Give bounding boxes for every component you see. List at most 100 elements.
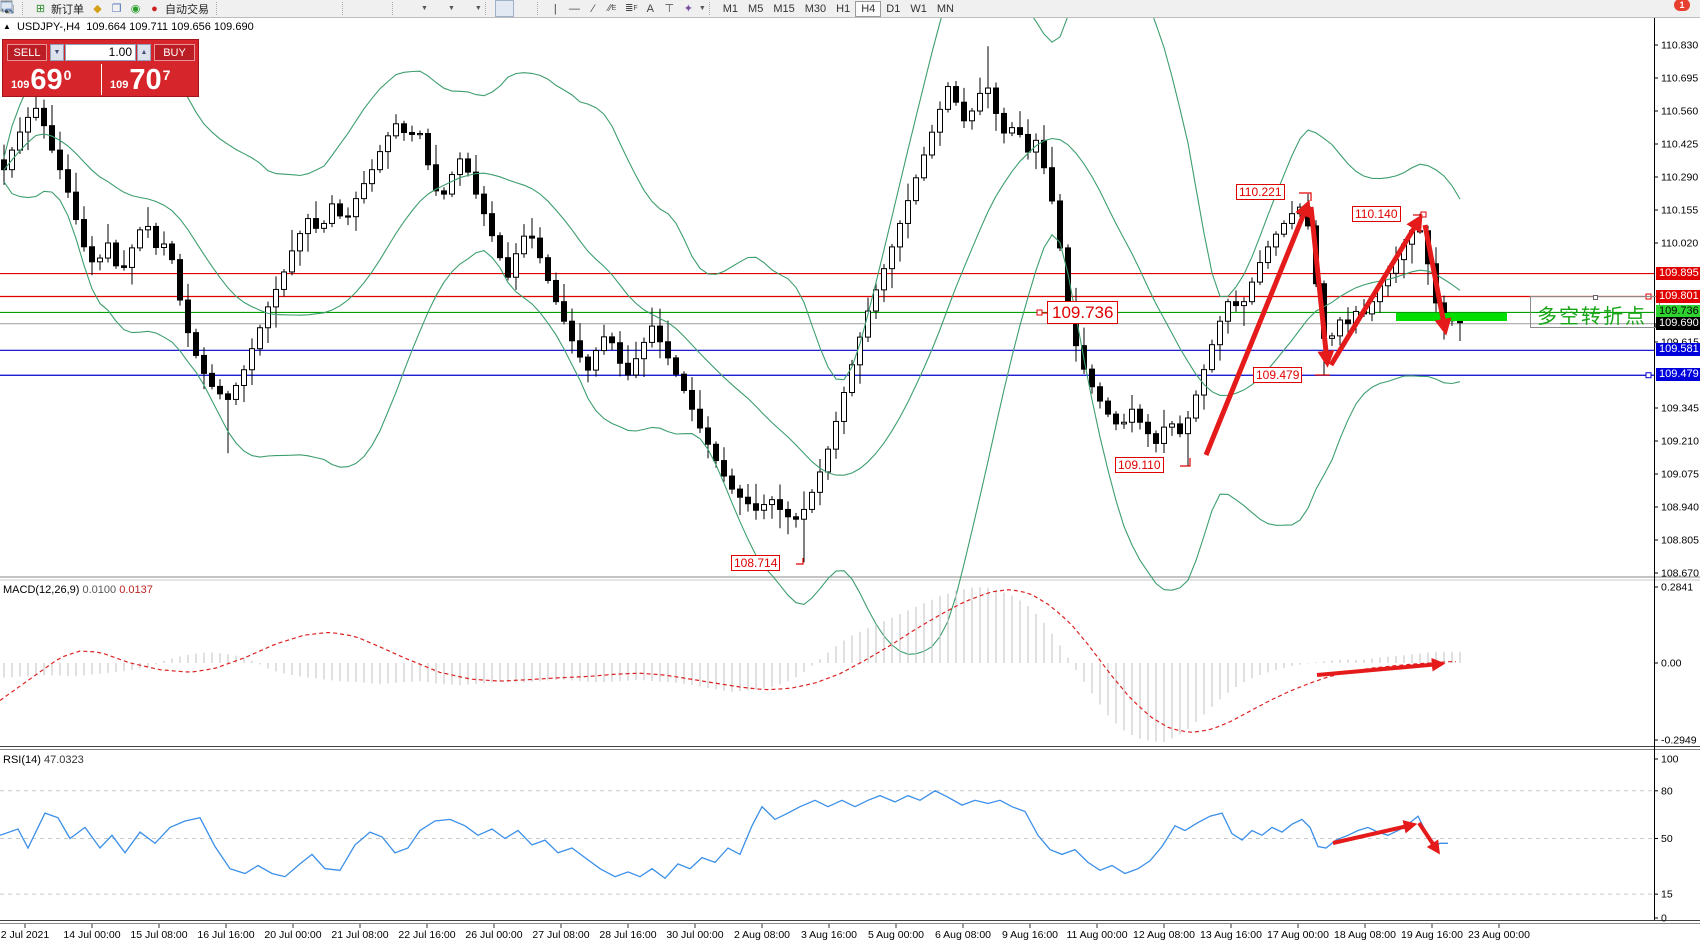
trend-arrow[interactable] — [1308, 206, 1335, 368]
turning-point-bar[interactable] — [1396, 313, 1507, 321]
tf-M15[interactable]: M15 — [773, 2, 795, 15]
candle-body — [745, 496, 751, 505]
volume-decrease-button[interactable]: ▼ — [50, 44, 64, 61]
candle-body — [1273, 233, 1279, 248]
autotrade-label[interactable]: 自动交易 — [165, 3, 209, 16]
candle-body — [465, 158, 471, 173]
price-annotation[interactable]: 109.479 — [1253, 367, 1303, 383]
equidistant-channel-icon[interactable]: ∕∕ E — [608, 3, 617, 14]
candle-body — [913, 177, 919, 202]
price-axis-label: 109.210 — [1661, 435, 1699, 447]
candle-body — [33, 107, 39, 118]
toolbar-separator — [392, 2, 398, 15]
tf-M30[interactable]: M30 — [804, 2, 827, 15]
candle-body — [457, 158, 463, 176]
ask-price-pip: 7 — [162, 67, 171, 83]
price-annotation[interactable]: 110.140 — [1352, 206, 1401, 222]
tf-H4[interactable]: H4 — [855, 0, 882, 17]
new-order-label[interactable]: 新订单 — [51, 3, 84, 16]
tf-M1[interactable]: M1 — [722, 2, 739, 15]
collapse-panel-icon[interactable]: ▲ — [3, 22, 11, 31]
candle-body — [1233, 301, 1239, 307]
candle-body — [201, 354, 207, 374]
charts-icon[interactable]: ❐ — [111, 3, 122, 15]
candle-body — [809, 491, 815, 510]
tf-M5[interactable]: M5 — [748, 2, 764, 15]
tf-MN[interactable]: MN — [936, 2, 954, 15]
turning-point-note[interactable]: 多空转折点 — [1537, 306, 1647, 328]
toolbar: ◧ ⊞ 新订单 ◆ ❐ ◉ ● 自动交易 ▼ ▼ ▼ | — ∕ ∕∕E ≣F … — [0, 0, 1700, 18]
cursor-icon[interactable] — [2, 0, 514, 17]
candle-body — [849, 364, 855, 394]
zoom-out-icon[interactable] — [1, 1, 319, 16]
candle-body — [225, 393, 231, 400]
autotrade-icon[interactable]: ● — [151, 2, 158, 15]
volume-input[interactable]: 1.00 — [65, 44, 136, 61]
tf-H1[interactable]: H1 — [836, 2, 851, 15]
tf-D1[interactable]: D1 — [886, 2, 901, 15]
candle-body — [121, 265, 127, 268]
buy-button[interactable]: BUY — [154, 44, 195, 61]
tile-windows-icon[interactable] — [1, 1, 338, 16]
candle-body — [937, 108, 943, 133]
horizontal-line-icon[interactable]: — — [568, 2, 580, 15]
price-annotation[interactable]: 109.110 — [1115, 457, 1164, 473]
periods-clock-icon[interactable] — [1, 1, 446, 16]
candle-body — [1417, 230, 1423, 233]
price-annotation[interactable]: 110.221 — [1236, 184, 1285, 200]
bid-price[interactable]: 109 69 0 — [11, 63, 71, 95]
trend-arrow[interactable] — [1417, 821, 1441, 855]
candle-body — [393, 123, 399, 137]
ask-price[interactable]: 109 70 7 — [110, 63, 170, 95]
candle-body — [97, 257, 103, 263]
trend-arrow[interactable] — [1332, 820, 1418, 845]
text-label-icon[interactable]: ⊤ — [664, 3, 675, 15]
sell-button[interactable]: SELL — [7, 44, 47, 61]
signal-icon[interactable]: ◉ — [130, 3, 141, 15]
tf-W1[interactable]: W1 — [910, 2, 927, 15]
trend-arrow[interactable] — [1328, 214, 1423, 367]
new-order-icon[interactable]: ⊞ — [35, 3, 46, 15]
price-badge: 109.895 — [1656, 266, 1700, 280]
chart-line-icon[interactable] — [0, 1, 281, 16]
line-handle[interactable] — [1645, 372, 1652, 379]
rsi-name: RSI(14) — [3, 754, 41, 766]
price-annotation[interactable]: 108.714 — [731, 555, 781, 571]
vertical-line-icon[interactable]: | — [553, 2, 557, 15]
arrows-shapes-icon[interactable]: ✦ — [683, 3, 693, 15]
chevron-down-icon[interactable]: ▼ — [474, 5, 482, 12]
notification-badge[interactable]: 1 — [1674, 0, 1690, 11]
candle-body — [1193, 394, 1199, 419]
bollinger-lower — [3, 181, 1461, 655]
crosshair-icon[interactable] — [1, 1, 533, 16]
chevron-down-icon[interactable]: ▼ — [698, 5, 706, 12]
trend-arrow[interactable] — [1203, 199, 1312, 456]
annotation-handle[interactable] — [1420, 211, 1427, 218]
annotation-handle[interactable] — [1036, 309, 1043, 316]
chat-icon[interactable] — [0, 1, 1679, 16]
chevron-down-icon[interactable]: ▼ — [447, 5, 455, 12]
chevron-down-icon[interactable]: ▼ — [421, 5, 428, 12]
trend-arrow[interactable] — [1316, 657, 1446, 677]
chart-bars-icon[interactable] — [1, 1, 243, 16]
volume-increase-button[interactable]: ▲ — [137, 44, 151, 61]
text-icon[interactable]: A — [646, 2, 654, 15]
add-indicator-icon[interactable] — [0, 1, 419, 16]
candle-body — [609, 336, 615, 344]
templates-icon[interactable] — [0, 0, 473, 16]
trend-arrow[interactable] — [1422, 224, 1452, 336]
eraser-icon[interactable]: ◆ — [93, 3, 102, 15]
fibonacci-icon[interactable]: ≣ F — [624, 3, 638, 14]
trendline-icon[interactable]: ∕ — [592, 2, 595, 15]
bollinger-middle — [3, 133, 1461, 476]
shift-end-icon[interactable] — [0, 1, 388, 16]
price-annotation[interactable]: 109.736 — [1047, 301, 1119, 324]
zoom-in-icon[interactable] — [1, 1, 300, 16]
arrange-icon[interactable] — [0, 1, 369, 16]
chart-candles-icon[interactable] — [1, 0, 262, 16]
candle-body — [1329, 335, 1335, 339]
timeframe-group: M1 M5 M15 M30 H1 H4 D1 W1 MN — [718, 0, 959, 17]
price-badge: 109.801 — [1656, 289, 1700, 303]
selection-handle[interactable] — [1593, 295, 1598, 300]
search-icon[interactable] — [1, 1, 1660, 16]
